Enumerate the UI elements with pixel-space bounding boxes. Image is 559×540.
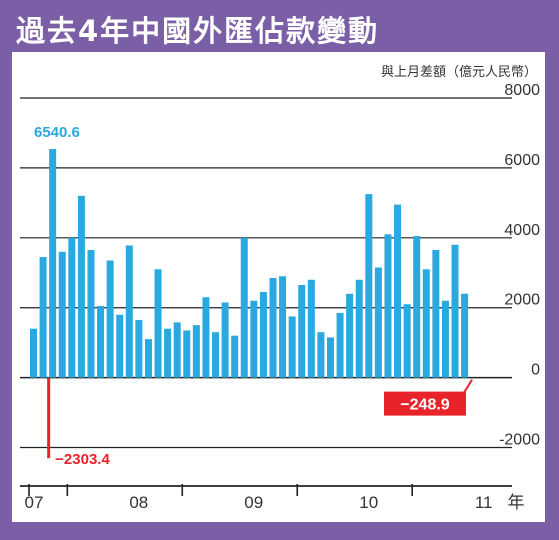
bar [374, 267, 382, 378]
year-label: 07 [25, 493, 44, 512]
chart-title: 過去4年中國外匯佔款變動 [16, 14, 380, 48]
bar [202, 297, 210, 378]
bar [144, 339, 152, 378]
y-axis-unit-label: 與上月差額（億元人民幣） [381, 64, 537, 80]
max-value-label: 6540.6 [34, 124, 80, 141]
bar [259, 291, 267, 378]
bar [384, 234, 392, 378]
bar [288, 316, 296, 378]
bar [125, 245, 133, 378]
bar [336, 312, 344, 378]
bar [441, 300, 449, 378]
bar [231, 335, 239, 378]
bar [212, 332, 220, 378]
bar [317, 332, 325, 378]
bar [164, 328, 172, 378]
year-label: 11 [475, 493, 493, 512]
bar [451, 244, 459, 378]
bar [58, 251, 66, 378]
bar [269, 278, 277, 378]
end-value-box [384, 391, 466, 416]
min-value-label: −2303.4 [55, 451, 110, 468]
bar [365, 194, 373, 378]
bar [154, 269, 162, 378]
bar [298, 284, 306, 378]
end-value-label: −248.9 [400, 397, 449, 414]
bar [192, 325, 200, 378]
bar [461, 293, 469, 378]
year-label: 08 [129, 493, 148, 512]
negative-bar [47, 377, 51, 459]
bar-chart: 與上月差額（億元人民幣） 8000 6000 4000 2000 0 -2000 6540.6… [20, 64, 540, 513]
bar [30, 328, 37, 378]
bar [183, 330, 191, 378]
bar [346, 293, 354, 378]
x-unit-label: 年 [508, 493, 525, 513]
y-tick-label: 6000 [504, 152, 540, 169]
bar [135, 319, 143, 378]
bar [422, 269, 430, 378]
bar [326, 337, 334, 378]
bar [432, 250, 440, 378]
bar [97, 305, 105, 378]
bar [49, 149, 57, 378]
bar [106, 260, 114, 378]
bar [221, 302, 229, 378]
bar [279, 276, 287, 378]
bar [240, 237, 248, 378]
bar [307, 279, 315, 378]
bar [413, 236, 421, 378]
y-tick-label: -2000 [499, 432, 540, 449]
bar [394, 204, 402, 378]
bar [87, 250, 95, 378]
y-tick-label: 2000 [504, 292, 540, 309]
y-tick-label: 8000 [504, 82, 540, 99]
bar [250, 300, 258, 378]
bar [68, 237, 76, 378]
year-label: 09 [244, 493, 263, 512]
bar [173, 322, 181, 378]
bar [355, 279, 363, 378]
y-tick-label: 4000 [504, 222, 540, 239]
chart-panel: 與上月差額（億元人民幣） 8000 6000 4000 2000 0 -2000 6540.6… [12, 52, 545, 522]
bar [403, 304, 411, 378]
bar [116, 314, 124, 378]
bar [77, 195, 85, 378]
y-tick-label: 0 [531, 362, 540, 379]
year-label: 10 [359, 493, 378, 512]
bar [39, 257, 47, 378]
